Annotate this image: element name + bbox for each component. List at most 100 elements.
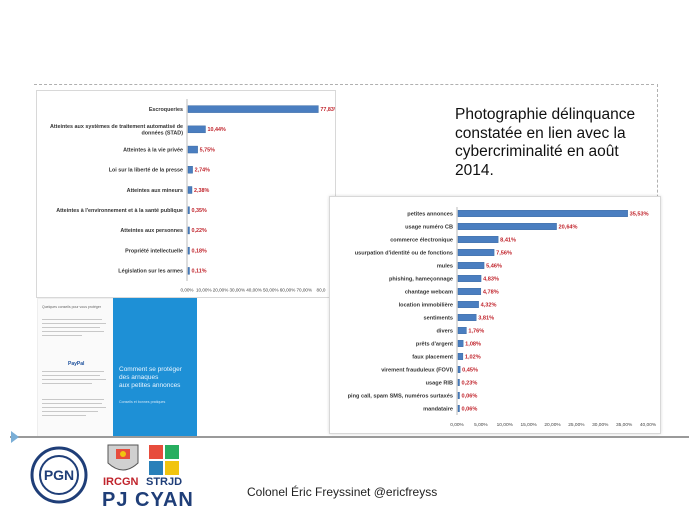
- chart2-x-tick: 20,00%: [544, 422, 561, 428]
- chart2-svg: petites annonces 35,53% usage numéro CB 20,…: [348, 207, 657, 428]
- chart1-x-tick: 40,00%: [246, 288, 262, 293]
- chart2-category-label: sentiments: [423, 315, 453, 321]
- chart2-value-label: 4,83%: [483, 276, 499, 282]
- chart2-bar: [457, 249, 495, 256]
- text-line: [42, 327, 100, 328]
- footer-author: Colonel Éric Freyssinet @ericfreyss: [247, 485, 438, 499]
- chart1-value-label: 0,18%: [192, 248, 207, 254]
- chart1-x-tick: 50,00%: [263, 288, 279, 293]
- chart2-category-label: ping call, spam SMS, numéros surtaxés: [348, 393, 453, 399]
- pj-cyan-label: PJ CYAN: [102, 489, 194, 511]
- chart2-value-label: 20,64%: [559, 224, 578, 230]
- brochure-title-line-1: Comment se protéger: [119, 366, 182, 373]
- chart2-category-label: usurpation d'identité ou de fonctions: [355, 250, 453, 256]
- chart2-category-label: divers: [437, 328, 453, 334]
- brochure-left-page: Quelques conseils pour vous protéger Pay…: [37, 298, 114, 438]
- chart2-bar: [457, 236, 499, 243]
- chart-offenses-categories: Escroqueries 77,83% Atteintes aux systèmes…: [36, 90, 339, 298]
- chart1-value-label: 5,75%: [200, 147, 215, 153]
- chart1-x-tick: 60,00%: [280, 288, 296, 293]
- text-line: [42, 335, 82, 336]
- chart2-value-label: 0,45%: [462, 367, 478, 373]
- chart2-bar: [457, 340, 464, 347]
- chart1-x-tick: 30,00%: [229, 288, 245, 293]
- gendarmerie-pole-judiciaire-logo: PGN: [30, 446, 88, 504]
- slide-bullet-icon: [11, 431, 19, 443]
- chart2-category-label: commerce électronique: [390, 237, 453, 243]
- ircgn-emblem-icon: [107, 444, 139, 471]
- chart2-x-tick: 40,00%: [640, 422, 657, 428]
- chart1-svg: Escroqueries 77,83% Atteintes aux systèmes…: [50, 99, 339, 293]
- chart2-bar: [457, 262, 485, 269]
- chart2-category-label: usage RIB: [426, 380, 453, 386]
- chart2-bar: [457, 327, 467, 334]
- text-line: [42, 379, 106, 380]
- ircgn-label: IRCGN: [103, 476, 139, 488]
- chart2-category-label: chantage webcam: [405, 289, 453, 295]
- chart1-x-tick: 10,00%: [196, 288, 212, 293]
- pgn-text: PGN: [44, 467, 74, 483]
- chart1-bar: [187, 105, 319, 113]
- caption-line-2: constatée en lien avec la: [455, 124, 626, 142]
- chart1-category-label: Atteintes aux systèmes de traitement aut…: [50, 124, 183, 130]
- chart2-bar: [457, 275, 482, 282]
- dashed-separator-top: [34, 84, 654, 85]
- caption-line-4: 2014.: [455, 161, 494, 179]
- chart1-category-label: données (STAD): [141, 130, 183, 136]
- chart1-category-label: Atteintes à l'environnement et à la sant…: [56, 208, 183, 214]
- chart2-bar: [457, 301, 479, 308]
- chart2-value-label: 0,23%: [462, 380, 478, 386]
- slide-caption: Photographie délinquance constatée en li…: [455, 106, 660, 180]
- chart1-bar: [187, 226, 190, 235]
- chart2-x-tick: 25,00%: [568, 422, 585, 428]
- text-line: [42, 399, 104, 400]
- text-line: [42, 415, 86, 416]
- chart1-value-label: 0,35%: [192, 208, 207, 214]
- chart2-category-label: usage numéro CB: [405, 224, 453, 230]
- chart1-bar: [187, 206, 190, 214]
- chart1-value-label: 0,22%: [192, 228, 207, 234]
- brochure-title: Comment se protéger des arnaques aux pet…: [119, 366, 194, 390]
- chart1-value-label: 0,11%: [192, 269, 207, 275]
- chart2-value-label: 7,56%: [496, 250, 512, 256]
- chart1-category-label: Escroqueries: [149, 107, 183, 113]
- chart2-bar: [457, 353, 464, 360]
- chart2-value-label: 1,76%: [468, 328, 484, 334]
- pgn-seal-icon: PGN: [30, 446, 88, 504]
- text-line: [42, 323, 106, 324]
- chart2-value-label: 1,08%: [465, 341, 481, 347]
- ircgn-emblem: [104, 443, 142, 477]
- chart2-x-tick: 35,00%: [616, 422, 633, 428]
- chart2-bar: [457, 366, 461, 373]
- brochure-thumbnail: Quelques conseils pour vous protéger Pay…: [37, 298, 197, 438]
- brochure-left-heading: Quelques conseils pour vous protéger: [42, 305, 101, 309]
- chart2-value-label: 35,53%: [630, 211, 649, 217]
- chart2-bar: [457, 392, 460, 399]
- text-line: [42, 331, 104, 332]
- chart2-category-label: location immobilière: [399, 302, 453, 308]
- text-line: [42, 375, 100, 376]
- caption-line-3: cybercriminalité en août: [455, 143, 619, 160]
- chart2-x-tick: 15,00%: [520, 422, 537, 428]
- chart1-value-label: 2,38%: [194, 188, 209, 194]
- brochure-title-line-3: aux petites annonces: [119, 382, 181, 389]
- chart1-bar: [187, 186, 193, 194]
- strjd-emblem: [147, 443, 181, 477]
- brochure-title-line-2: des arnaques: [119, 374, 159, 381]
- chart1-value-label: 77,83%: [320, 107, 335, 113]
- chart2-x-tick: 10,00%: [497, 422, 514, 428]
- chart1-bar: [187, 125, 206, 134]
- chart2-category-label: mandataire: [423, 406, 453, 412]
- chart2-category-label: petites annonces: [407, 211, 453, 217]
- chart2-value-label: 0,06%: [462, 393, 478, 399]
- chart2-bar: [457, 314, 477, 321]
- footer-rule: [10, 436, 689, 438]
- chart2-category-label: phishing, hameçonnage: [389, 276, 453, 282]
- chart1-category-label: Atteintes aux personnes: [120, 228, 183, 234]
- chart2-x-tick: 5,00%: [474, 422, 488, 428]
- chart2-bar: [457, 210, 628, 217]
- chart2-bar: [457, 223, 557, 230]
- chart1-x-tick: 70,00%: [296, 288, 312, 293]
- chart2-bar: [457, 288, 482, 295]
- chart1-value-label: 2,74%: [195, 168, 210, 174]
